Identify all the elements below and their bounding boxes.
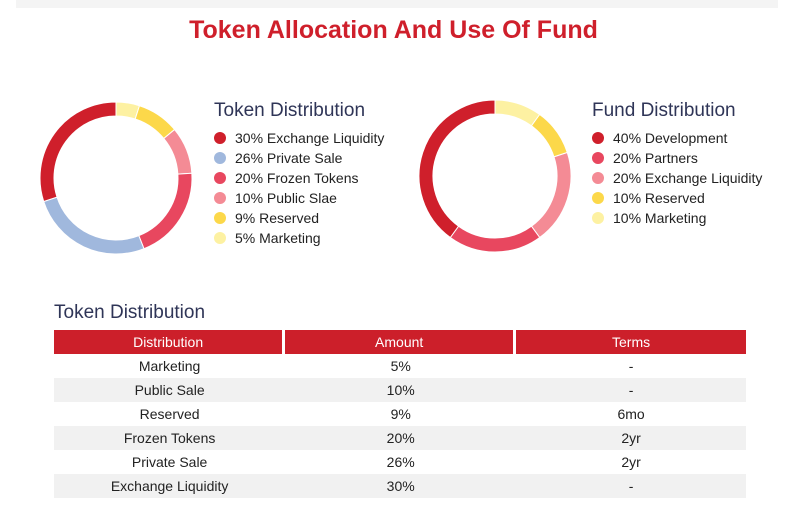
legend-label: 5% Marketing — [235, 230, 321, 246]
legend-item: 9% Reserved — [214, 208, 384, 228]
token-legend-title: Token Distribution — [214, 100, 366, 121]
legend-swatch — [214, 152, 226, 164]
cell-distribution: Marketing — [138, 358, 201, 374]
table-title: Token Distribution — [54, 302, 206, 323]
donut-slice-reserved — [134, 105, 176, 140]
cell-distribution: Exchange Liquidity — [54, 474, 286, 498]
page-title: Token Allocation And Use Of Fund — [189, 16, 598, 44]
legend-swatch — [214, 192, 226, 204]
legend-label: 26% Private Sale — [235, 150, 343, 166]
token-distribution-legend: Token Distribution 30% Exchange Liquidit… — [214, 100, 384, 248]
table-row: Marketing 5% - — [54, 354, 746, 378]
legend-label: 20% Partners — [613, 150, 698, 166]
donut-slice-public-slae — [163, 128, 193, 175]
legend-swatch — [592, 172, 604, 184]
donut-slice-exchange-liquidity — [530, 151, 572, 239]
cell-distribution: Private Sale — [131, 454, 208, 470]
donut-slice-partners — [449, 225, 541, 253]
header-distribution: Distribution — [54, 330, 286, 354]
token-distribution-donut — [39, 101, 193, 255]
legend-label: 30% Exchange Liquidity — [235, 130, 385, 146]
legend-swatch — [592, 152, 604, 164]
table-row: Public Sale 10% - — [54, 378, 746, 402]
cell-terms: 6mo — [617, 406, 645, 422]
cell-distribution: Frozen Tokens — [54, 426, 286, 450]
fund-distribution-donut — [418, 99, 572, 253]
donut-slice-frozen-tokens — [138, 172, 193, 250]
legend-item: 20% Exchange Liquidity — [592, 168, 762, 188]
donut-slice-development — [418, 99, 496, 239]
legend-swatch — [214, 172, 226, 184]
header-amount: Amount — [285, 330, 517, 354]
cell-amount: 30% — [285, 474, 517, 498]
legend-item: 26% Private Sale — [214, 148, 384, 168]
legend-swatch — [592, 132, 604, 144]
legend-item: 10% Reserved — [592, 188, 762, 208]
cell-terms: - — [516, 474, 746, 498]
legend-item: 40% Development — [592, 128, 762, 148]
donut-slice-exchange-liquidity — [39, 101, 117, 203]
legend-label: 10% Reserved — [613, 190, 705, 206]
cell-terms: 2yr — [621, 454, 641, 470]
cell-amount: 5% — [390, 358, 411, 374]
legend-swatch — [214, 132, 226, 144]
donut-slice-marketing — [494, 99, 541, 127]
legend-label: 10% Marketing — [613, 210, 707, 226]
legend-item: 5% Marketing — [214, 228, 384, 248]
table-header-row: Distribution Amount Terms — [54, 330, 746, 354]
legend-swatch — [214, 212, 226, 224]
cell-amount: 10% — [285, 378, 517, 402]
legend-swatch — [592, 212, 604, 224]
legend-item: 20% Frozen Tokens — [214, 168, 384, 188]
legend-item: 20% Partners — [592, 148, 762, 168]
legend-label: 20% Frozen Tokens — [235, 170, 359, 186]
cell-terms: - — [516, 378, 746, 402]
table-row: Frozen Tokens 20% 2yr — [54, 426, 746, 450]
table-row: Exchange Liquidity 30% - — [54, 474, 746, 498]
cell-amount: 9% — [390, 406, 411, 422]
cell-distribution: Public Sale — [54, 378, 286, 402]
cell-amount: 26% — [386, 454, 415, 470]
table-row: Private Sale 26% 2yr — [54, 450, 746, 474]
legend-label: 10% Public Slae — [235, 190, 337, 206]
legend-item: 10% Marketing — [592, 208, 762, 228]
table-row: Reserved 9% 6mo — [54, 402, 746, 426]
legend-swatch — [592, 192, 604, 204]
header-terms: Terms — [516, 330, 746, 354]
fund-legend-title: Fund Distribution — [592, 100, 736, 121]
legend-item: 30% Exchange Liquidity — [214, 128, 384, 148]
legend-label: 40% Development — [613, 130, 728, 146]
cell-distribution: Reserved — [139, 406, 200, 422]
donut-slice-reserved — [530, 113, 568, 158]
fund-distribution-legend: Fund Distribution 40% Development 20% Par… — [592, 100, 762, 228]
donut-slice-private-sale — [43, 196, 145, 255]
cell-terms: 2yr — [516, 426, 746, 450]
legend-swatch — [214, 232, 226, 244]
top-bar — [16, 0, 778, 8]
legend-item: 10% Public Slae — [214, 188, 384, 208]
token-distribution-table: Distribution Amount Terms Marketing 5% -… — [54, 330, 746, 498]
cell-amount: 20% — [285, 426, 517, 450]
cell-terms: - — [628, 358, 634, 374]
legend-label: 9% Reserved — [235, 210, 320, 226]
legend-label: 20% Exchange Liquidity — [613, 170, 763, 186]
